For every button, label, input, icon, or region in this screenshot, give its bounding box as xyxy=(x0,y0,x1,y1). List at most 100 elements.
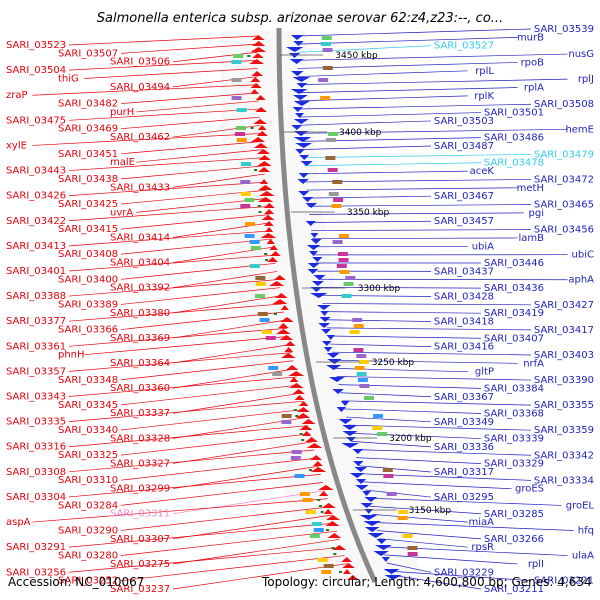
leader-line xyxy=(297,70,468,77)
reverse-gene xyxy=(376,539,387,544)
gene-label: hemE xyxy=(565,124,594,135)
forward-gene xyxy=(263,221,274,226)
gene-label: SARI_03299 xyxy=(110,484,170,495)
gene-label: SARI_03392 xyxy=(110,283,170,294)
leader-line xyxy=(172,271,278,289)
feature-box xyxy=(332,240,343,244)
leader-line xyxy=(172,441,313,464)
forward-gene xyxy=(299,425,313,430)
leader-line xyxy=(172,514,333,540)
reverse-gene xyxy=(316,305,331,310)
leader-line xyxy=(68,522,335,548)
feature-box xyxy=(354,366,365,370)
leader-line xyxy=(371,513,468,523)
leader-line xyxy=(384,554,518,565)
gene-tick xyxy=(331,547,335,549)
leader-line xyxy=(389,570,532,581)
gene-label: SARI_03307 xyxy=(110,534,170,545)
gene-label: SARI_03308 xyxy=(6,467,66,478)
gene-label: SARI_03368 xyxy=(484,408,544,419)
feature-box xyxy=(305,510,316,514)
forward-gene xyxy=(321,503,336,508)
gene-label: SARI_03465 xyxy=(534,200,594,211)
leader-line xyxy=(302,145,432,150)
gene-tick xyxy=(326,529,330,531)
forward-gene xyxy=(298,401,309,406)
leader-line xyxy=(68,206,269,222)
gene-label: phnH xyxy=(58,350,85,361)
gene-label: SARI_03422 xyxy=(6,216,66,227)
leader-line xyxy=(68,376,297,397)
leader-line xyxy=(374,522,574,531)
feature-box xyxy=(357,378,368,382)
leader-line xyxy=(307,195,432,199)
feature-box xyxy=(398,510,409,514)
forward-gene xyxy=(264,209,275,214)
gene-label: SARI_03349 xyxy=(434,417,494,428)
leader-line xyxy=(120,92,259,104)
leader-line xyxy=(68,547,342,573)
feature-box xyxy=(320,96,331,100)
feature-box xyxy=(318,78,329,82)
forward-gene xyxy=(258,167,271,172)
leader-line xyxy=(120,409,305,431)
reverse-gene xyxy=(364,527,380,532)
leader-line xyxy=(331,351,532,356)
leader-line xyxy=(172,295,282,314)
reverse-gene xyxy=(362,491,372,496)
reverse-gene xyxy=(352,449,364,454)
leader-line xyxy=(303,162,482,167)
feature-box xyxy=(325,156,336,160)
leader-line xyxy=(120,384,299,406)
feature-box xyxy=(255,276,266,280)
leader-line xyxy=(306,187,518,191)
forward-gene xyxy=(292,389,305,394)
feature-box xyxy=(332,180,343,184)
forward-gene xyxy=(289,383,304,388)
reverse-gene xyxy=(291,125,303,130)
reverse-gene xyxy=(298,173,309,178)
gene-tick xyxy=(247,55,251,57)
gene-label: purH xyxy=(110,107,134,118)
leader-line xyxy=(310,220,432,223)
accession-text: Accession: NC_010067 xyxy=(8,575,144,589)
gene-label: SARI_03329 xyxy=(484,459,544,470)
leader-line xyxy=(120,214,270,230)
gene-label: SARI_03446 xyxy=(484,258,544,269)
forward-gene xyxy=(251,41,266,46)
feature-box xyxy=(383,474,394,478)
reverse-gene xyxy=(320,311,329,316)
gene-label: SARI_03425 xyxy=(58,199,118,210)
leader-line xyxy=(120,433,311,456)
forward-gene xyxy=(318,491,329,496)
feature-box xyxy=(240,204,251,208)
gene-label: SARI_03343 xyxy=(6,392,66,403)
forward-gene xyxy=(257,161,272,166)
gene-label: miaA xyxy=(469,517,495,528)
forward-gene xyxy=(347,575,359,580)
forward-gene xyxy=(269,281,285,286)
feature-box xyxy=(255,294,266,298)
gene-label: SARI_03400 xyxy=(58,274,118,285)
forward-gene xyxy=(325,515,341,520)
forward-gene xyxy=(317,485,334,490)
gene-label: SARI_03403 xyxy=(534,350,594,361)
forward-gene xyxy=(301,431,312,436)
gene-label: aspA xyxy=(6,517,31,528)
gene-tick xyxy=(299,433,303,435)
forward-gene xyxy=(312,461,323,466)
leader-line xyxy=(120,141,262,155)
forward-gene xyxy=(265,227,274,232)
reverse-gene xyxy=(326,365,342,370)
leader-line xyxy=(352,441,432,448)
reverse-gene xyxy=(326,353,340,358)
gene-label: SARI_03457 xyxy=(434,216,494,227)
leader-line xyxy=(120,530,338,556)
gene-label: SARI_03266 xyxy=(484,534,544,545)
feature-box xyxy=(338,258,349,262)
leader-line xyxy=(120,116,261,130)
leader-line xyxy=(354,449,532,456)
leader-line xyxy=(297,37,518,45)
gene-label: SARI_03304 xyxy=(6,492,66,503)
